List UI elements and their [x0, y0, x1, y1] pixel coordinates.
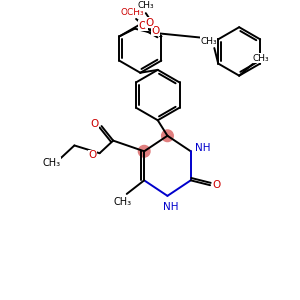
Text: CH₃: CH₃ [42, 158, 60, 168]
Text: CH₃: CH₃ [252, 54, 269, 63]
Text: CH₃: CH₃ [137, 1, 154, 10]
Circle shape [138, 146, 150, 157]
Text: NH: NH [163, 202, 178, 212]
Text: O: O [139, 21, 147, 31]
Text: O: O [146, 18, 154, 28]
Text: O: O [213, 180, 221, 190]
Text: O: O [91, 119, 99, 129]
Text: OCH₃: OCH₃ [120, 8, 144, 17]
Circle shape [162, 130, 173, 142]
Text: NH: NH [195, 143, 210, 153]
Text: O: O [151, 26, 159, 36]
Text: CH₃: CH₃ [200, 37, 217, 46]
Text: CH₃: CH₃ [114, 197, 132, 207]
Text: O: O [89, 150, 97, 160]
